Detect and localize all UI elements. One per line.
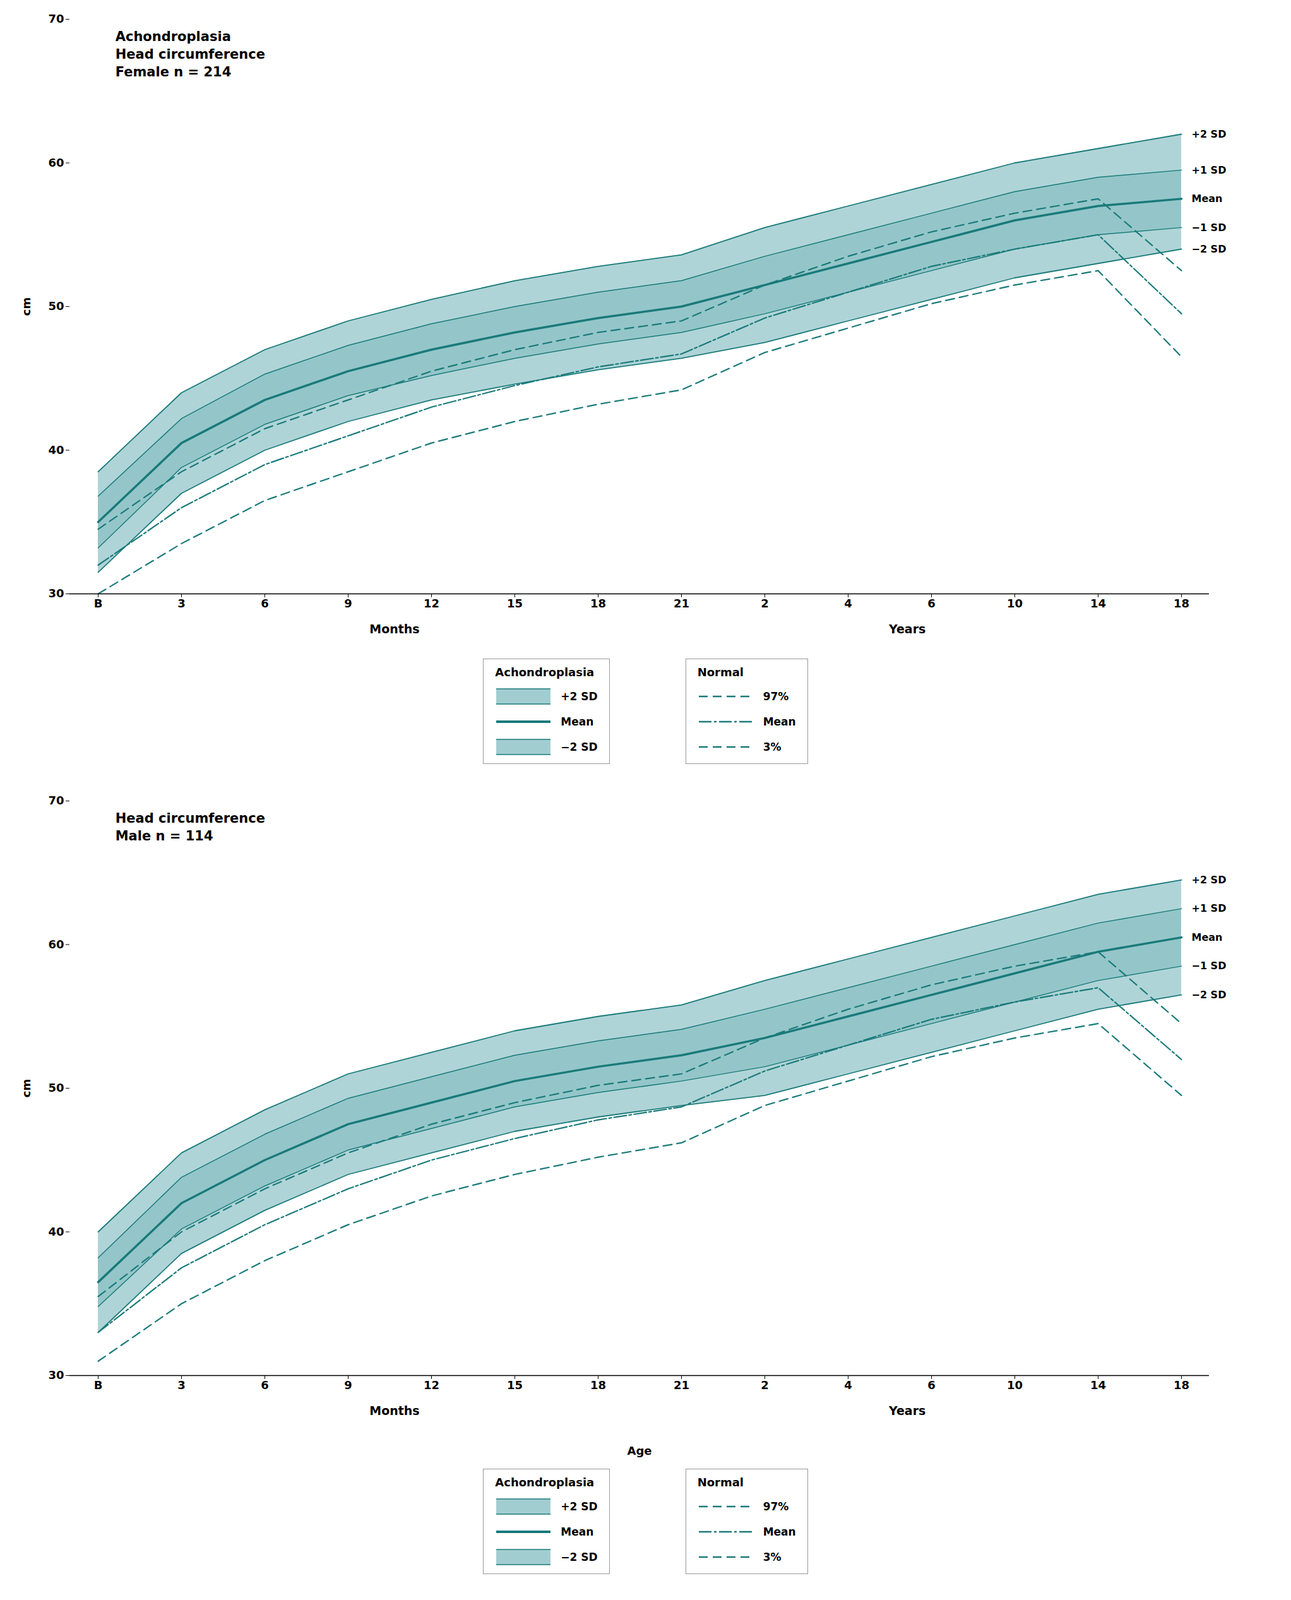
html-text:97%: 97%	[763, 1499, 789, 1513]
svg-text:−1 SD: −1 SD	[1191, 959, 1227, 972]
html-text:97%: 97%	[763, 690, 789, 703]
svg-text:3: 3	[177, 596, 186, 610]
svg-text:70: 70	[47, 11, 64, 26]
svg-text:−2 SD: −2 SD	[1191, 988, 1227, 1001]
html-text:3%: 3%	[763, 1550, 782, 1564]
svg-text:60: 60	[47, 937, 64, 951]
svg-text:cm: cm	[19, 297, 33, 316]
html-text:+2 SD: +2 SD	[560, 1499, 598, 1513]
svg-text:9: 9	[344, 1378, 353, 1392]
html-text:Normal: Normal	[697, 1475, 744, 1489]
svg-text:−2 SD: −2 SD	[1191, 243, 1227, 256]
svg-text:+2 SD: +2 SD	[1191, 873, 1227, 886]
svg-text:Years: Years	[888, 1403, 926, 1418]
html-text:Mean: Mean	[763, 715, 796, 728]
svg-text:14: 14	[1090, 596, 1107, 610]
svg-text:15: 15	[506, 596, 523, 610]
svg-text:4: 4	[844, 596, 853, 610]
svg-text:6: 6	[260, 1378, 269, 1392]
svg-text:18: 18	[590, 1378, 607, 1392]
svg-text:40: 40	[47, 1224, 64, 1238]
html-text:Achondroplasia: Achondroplasia	[495, 665, 595, 679]
svg-text:Mean: Mean	[1191, 931, 1223, 944]
svg-text:12: 12	[423, 1378, 440, 1392]
svg-text:Age: Age	[626, 1443, 652, 1458]
html-text:Mean: Mean	[560, 715, 594, 728]
svg-text:Mean: Mean	[1191, 192, 1223, 205]
svg-text:50: 50	[47, 299, 64, 313]
svg-text:6: 6	[260, 596, 269, 610]
svg-text:9: 9	[344, 596, 353, 610]
svg-text:50: 50	[47, 1080, 64, 1095]
svg-text:+1 SD: +1 SD	[1191, 163, 1227, 176]
svg-text:30: 30	[47, 1368, 64, 1382]
html-text:+2 SD: +2 SD	[560, 690, 598, 703]
svg-text:4: 4	[844, 1378, 853, 1392]
svg-text:10: 10	[1006, 1378, 1023, 1392]
html-text:Achondroplasia: Achondroplasia	[495, 1475, 595, 1489]
svg-text:18: 18	[1173, 1378, 1190, 1392]
svg-text:cm: cm	[19, 1078, 33, 1098]
svg-text:10: 10	[1006, 596, 1023, 610]
svg-text:40: 40	[47, 443, 64, 457]
html-text:−2 SD: −2 SD	[560, 1550, 598, 1564]
svg-text:−1 SD: −1 SD	[1191, 220, 1227, 233]
svg-text:B: B	[94, 596, 103, 610]
svg-text:12: 12	[423, 596, 440, 610]
html-text:Mean: Mean	[560, 1525, 594, 1538]
svg-text:2: 2	[760, 596, 769, 610]
svg-text:Months: Months	[369, 1403, 420, 1418]
svg-text:3: 3	[177, 1378, 186, 1392]
svg-text:Months: Months	[369, 621, 420, 636]
svg-text:6: 6	[927, 1378, 936, 1392]
html-text:3%: 3%	[763, 740, 782, 754]
svg-text:Years: Years	[888, 621, 926, 636]
svg-text:30: 30	[47, 586, 64, 600]
svg-text:18: 18	[590, 596, 607, 610]
svg-text:14: 14	[1090, 1378, 1107, 1392]
svg-text:+1 SD: +1 SD	[1191, 902, 1227, 915]
svg-text:21: 21	[673, 596, 690, 610]
svg-text:18: 18	[1173, 596, 1190, 610]
svg-text:Head circumferenceMale n = 114: Head circumferenceMale n = 114	[115, 810, 266, 844]
html-text:Normal: Normal	[697, 665, 744, 679]
svg-text:60: 60	[47, 155, 64, 170]
svg-text:B: B	[94, 1378, 103, 1392]
svg-text:2: 2	[760, 1378, 769, 1392]
html-text:−2 SD: −2 SD	[560, 740, 598, 754]
html-text:Mean: Mean	[763, 1525, 796, 1538]
svg-text:AchondroplasiaHead circumferen: AchondroplasiaHead circumferenceFemale n…	[115, 29, 266, 81]
svg-text:21: 21	[673, 1378, 690, 1392]
svg-text:15: 15	[506, 1378, 523, 1392]
svg-text:6: 6	[927, 596, 936, 610]
svg-text:70: 70	[47, 793, 64, 807]
svg-text:+2 SD: +2 SD	[1191, 128, 1227, 141]
